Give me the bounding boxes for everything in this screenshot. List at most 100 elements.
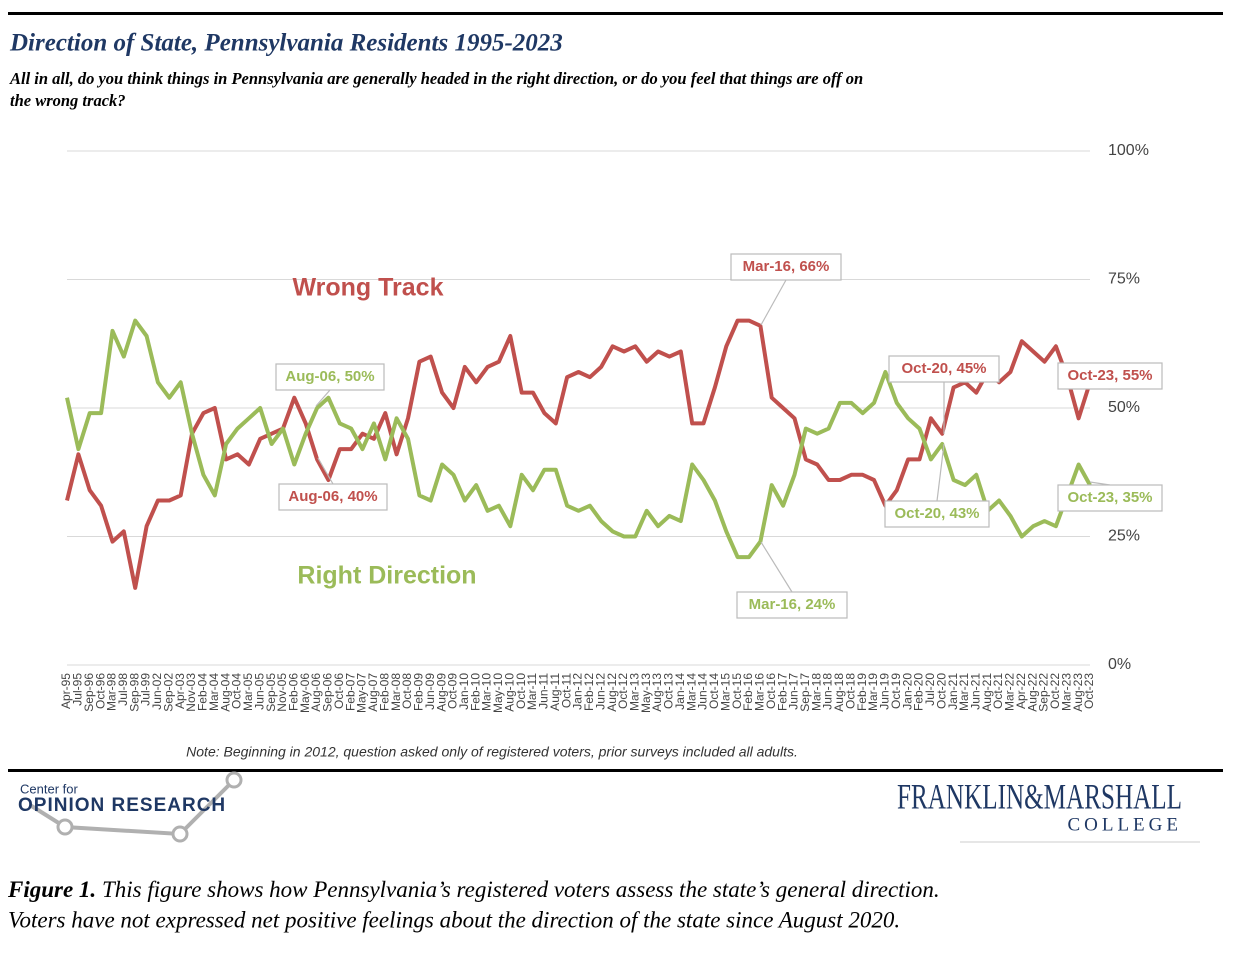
x-tick-label: Sep-17 [798,673,812,712]
x-tick-label: Aug-07 [366,673,380,712]
x-tick-label: Jul-98 [116,673,130,706]
x-tick-label: Feb-06 [287,673,301,711]
x-tick-label: Jul-99 [139,673,153,706]
x-tick-label: Sep-06 [321,673,335,712]
x-tick-label: Mar-14 [684,673,698,711]
y-tick-label: 100% [1108,142,1149,159]
x-tick-label: Oct-23 [1082,673,1096,709]
x-tick-label: Oct-15 [730,673,744,709]
legend-label: Wrong Track [293,274,444,302]
x-tick-label: Apr-95 [59,673,73,709]
x-tick-label: Jun-12 [593,673,607,710]
x-tick-label: Oct-04 [230,673,244,709]
x-tick-label: Feb-12 [582,673,596,711]
annotation: Aug-06, 40% [288,488,377,505]
x-tick-label: Aug-06 [309,673,323,712]
x-tick-label: Aug-23 [1071,673,1085,712]
x-tick-label: Feb-16 [741,673,755,711]
caption-label: Figure 1. [7,877,96,902]
annotation: Oct-23, 55% [1067,367,1152,384]
x-tick-label: Oct-20 [934,673,948,709]
x-tick-label: Mar-04 [207,673,221,711]
x-tick-label: Aug-13 [650,673,664,712]
x-tick-label: Aug-10 [502,673,516,712]
leader-line [315,389,331,407]
x-tick-label: Mar-08 [389,673,403,711]
x-tick-label: Aug-04 [218,673,232,712]
x-tick-label: Oct-18 [843,673,857,709]
x-tick-label: Aug-09 [434,673,448,712]
x-tick-label: Jun-11 [537,673,551,709]
x-tick-label: Jun-21 [969,673,983,710]
x-tick-label: Apr-03 [173,673,187,709]
x-tick-label: Aug-18 [832,673,846,712]
x-tick-label: Aug-11 [548,673,562,711]
logo-dot [171,825,189,843]
x-tick-label: Feb-04 [196,673,210,711]
caption: Figure 1. This figure shows how Pennsylv… [7,877,940,902]
x-tick-label: Oct-12 [616,673,630,709]
x-tick-label: Feb-07 [343,673,357,711]
x-tick-label: Jul-95 [71,673,85,706]
x-tick-label: Jan-20 [900,673,914,710]
x-tick-label: Feb-09 [412,673,426,711]
x-tick-label: Mar-10 [480,673,494,711]
x-tick-label: Jun-14 [696,673,710,710]
logo-dot [56,818,74,836]
x-tick-label: Oct-08 [400,673,414,709]
annotation-box [1057,484,1163,512]
mid-rule [8,769,1223,772]
y-tick-label: 0% [1108,656,1131,673]
annotation-box [275,363,385,391]
x-tick-label: Jun-02 [150,673,164,710]
x-tick-label: Sep-98 [127,673,141,712]
subtitle: the wrong track? [10,91,126,110]
annotation: Mar-16, 66% [743,258,830,275]
annotation: Oct-20, 43% [894,505,979,522]
plot: 0%25%50%75%100%Apr-95Jul-95Sep-96Oct-96M… [59,142,1163,713]
x-tick-label: May-13 [639,673,653,713]
x-tick-label: Mar-23 [1059,673,1073,711]
logo-dot [225,771,243,789]
x-tick-label: May-06 [298,673,312,713]
x-tick-label: Mar-05 [241,673,255,711]
x-tick-label: Mar-11 [525,673,539,710]
series-line [65,318,1092,590]
annotation-box [888,355,1000,383]
x-tick-label: Sep-02 [161,673,175,712]
x-tick-label: Feb-10 [468,673,482,711]
x-tick-label: Sep-05 [264,673,278,712]
x-tick-label: Oct-06 [332,673,346,709]
x-tick-label: Feb-19 [855,673,869,711]
x-tick-label: Jul-20 [923,673,937,706]
x-tick-label: Oct-19 [889,673,903,709]
leader-line [760,279,787,326]
x-tick-label: Jun-18 [821,673,835,710]
annotation-box [730,253,842,281]
logo-line [28,778,236,837]
y-tick-label: 75% [1108,271,1140,288]
series-line [65,318,1092,560]
x-tick-label: Aug-21 [980,673,994,712]
y-tick-label: 50% [1108,399,1140,416]
x-tick-label: Jan-12 [571,673,585,710]
x-tick-label: Oct-21 [991,673,1005,709]
x-tick-label: Feb-20 [912,673,926,711]
x-tick-label: May-07 [355,673,369,713]
x-tick-label: Feb-08 [377,673,391,711]
x-tick-label: Mar-98 [105,673,119,711]
x-tick-label: Feb-17 [775,673,789,711]
caption: Voters have not expressed net positive f… [8,907,900,932]
logo-text: Center for [20,781,78,796]
leader-line [317,457,334,485]
x-tick-label: Sep-96 [82,673,96,712]
x-tick-label: Mar-15 [718,673,732,711]
x-tick-label: Mar-21 [957,673,971,711]
leader-line [936,443,945,502]
annotation: Aug-06, 50% [285,368,374,385]
x-tick-label: Oct-14 [707,673,721,709]
x-tick-label: Oct-11 [559,673,573,708]
x-tick-label: Nov-05 [275,673,289,712]
annotation-box [884,500,990,528]
x-tick-label: Mar-22 [1003,673,1017,711]
